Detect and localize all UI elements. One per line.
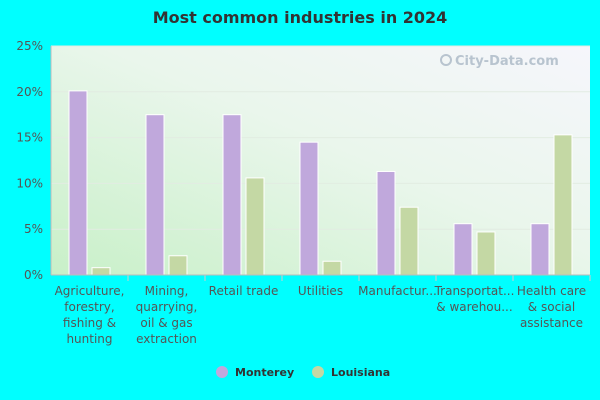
bar-louisiana [168, 255, 188, 276]
x-tick-label: Agriculture, forestry, fishing & hunting [55, 284, 125, 346]
legend: Monterey Louisiana [216, 366, 390, 379]
x-tick-label: Retail trade [209, 284, 279, 298]
bar-monterey [453, 223, 473, 276]
y-tick-label: 15% [16, 131, 43, 145]
y-tick-label: 20% [16, 85, 43, 99]
bar-louisiana [245, 177, 265, 276]
legend-marker-louisiana [312, 366, 324, 378]
y-tick-label: 25% [16, 39, 43, 53]
y-tick-label: 5% [24, 222, 43, 236]
legend-label-louisiana: Louisiana [331, 366, 390, 379]
bar-monterey [68, 90, 88, 276]
bar-louisiana [476, 231, 496, 276]
legend-marker-monterey [216, 366, 228, 378]
watermark: City-Data.com [440, 54, 559, 69]
watermark-text: City-Data.com [455, 54, 559, 69]
chart-title: Most common industries in 2024 [152, 8, 448, 27]
bar-louisiana [322, 260, 342, 276]
bar-louisiana [553, 134, 573, 276]
legend-label-monterey: Monterey [235, 366, 294, 379]
grid [51, 45, 590, 230]
plot-background [51, 46, 590, 275]
x-tick-label: Manufactur... [358, 284, 437, 298]
x-tick-label: Mining, quarrying, oil & gas extraction [136, 284, 198, 346]
y-axis: 0% 5% 10% 15% 20% 25% [16, 39, 52, 282]
bar-louisiana [91, 267, 111, 276]
bar-louisiana [399, 206, 419, 276]
bar-monterey [222, 114, 242, 276]
x-tick-label: Transportat... & warehou... [434, 284, 515, 314]
y-tick-label: 0% [24, 268, 43, 282]
y-tick-label: 10% [16, 176, 43, 190]
bar-monterey [530, 223, 550, 276]
bar-monterey [145, 114, 165, 276]
x-axis: Agriculture, forestry, fishing & huntingMin… [51, 274, 591, 346]
bar-monterey [376, 170, 396, 276]
bars [68, 90, 573, 276]
x-tick-label: Utilities [298, 284, 343, 298]
magnifier-icon [440, 54, 452, 66]
x-tick-label: Health care & social assistance [517, 284, 586, 330]
bar-monterey [299, 141, 319, 276]
